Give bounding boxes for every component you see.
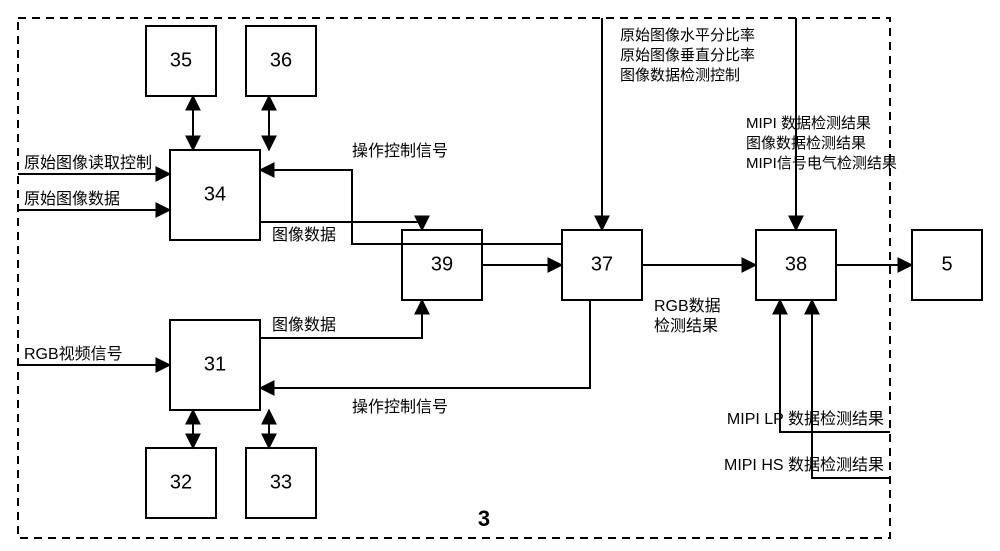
node-label-n33: 33 [270,471,292,493]
edge-37-31 [260,300,590,388]
label-opsig-top: 操作控制信号 [352,142,448,160]
node-label-n32: 32 [170,471,192,493]
node-n31: 31 [170,320,260,410]
node-n37: 37 [562,230,642,300]
node-label-n38: 38 [785,253,807,275]
node-n38: 38 [756,230,836,300]
node-n5: 5 [912,230,982,300]
node-label-n34: 34 [204,183,226,205]
node-label-n5: 5 [941,253,952,275]
label-imgdata-bot: 图像数据 [272,316,336,334]
edge-hs-38 [812,300,890,478]
label-rgb-1: RGB数据 [654,297,721,315]
container-label: 3 [478,506,490,531]
node-n32: 32 [146,448,216,518]
node-label-n35: 35 [170,49,192,71]
label-in2: 原始图像数据 [24,190,120,208]
node-label-n39: 39 [431,253,453,275]
node-n35: 35 [146,26,216,96]
label-imgdata-top: 图像数据 [272,226,336,244]
label-lp: MIPI LP 数据检测结果 [727,410,884,428]
label-in-rgb: RGB视频信号 [24,345,123,363]
node-label-n37: 37 [591,253,613,275]
node-label-n36: 36 [270,49,292,71]
label-top38-3: MIPI信号电气检测结果 [746,155,897,172]
label-top38-1: MIPI 数据检测结果 [746,115,871,132]
label-top37-1: 原始图像水平分比率 [620,27,755,44]
node-label-n31: 31 [204,353,226,375]
node-n33: 33 [246,448,316,518]
node-n36: 36 [246,26,316,96]
node-n34: 34 [170,150,260,240]
label-hs: MIPI HS 数据检测结果 [724,456,884,474]
label-top37-3: 图像数据检测控制 [620,67,740,84]
label-rgb-2: 检测结果 [654,317,718,335]
label-top37-2: 原始图像垂直分比率 [620,47,755,64]
node-n39: 39 [402,230,482,300]
label-top38-2: 图像数据检测结果 [746,135,866,152]
label-in1: 原始图像读取控制 [24,154,152,172]
label-opsig-bot: 操作控制信号 [352,398,448,416]
